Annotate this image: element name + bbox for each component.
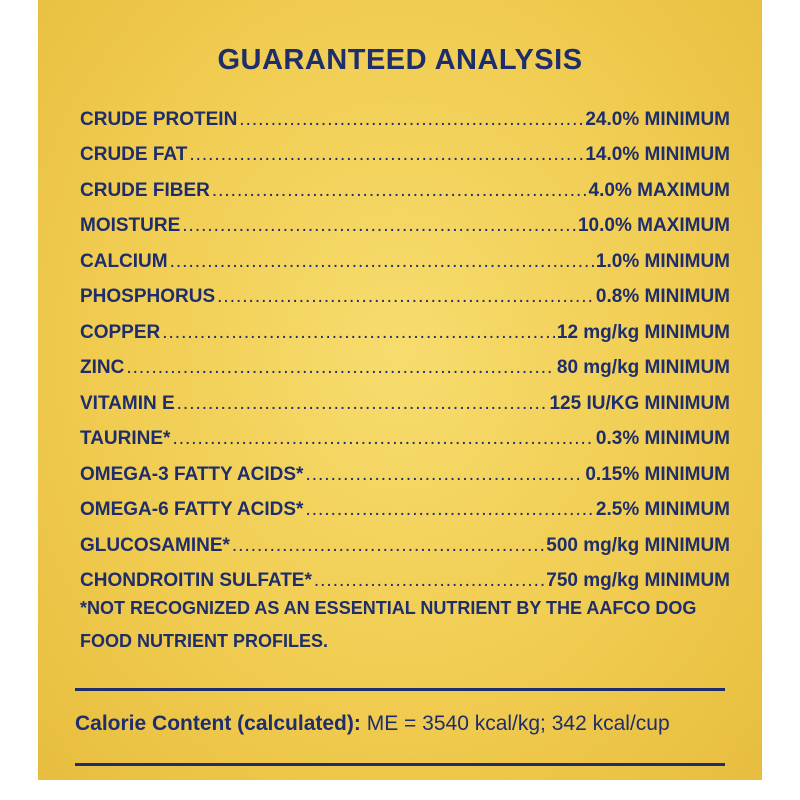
leader-dots [126, 357, 555, 379]
nutrient-name: TAURINE* [80, 428, 171, 450]
divider [75, 688, 725, 691]
leader-dots [177, 393, 548, 415]
nutrient-value: 0.8% MINIMUM [595, 286, 730, 308]
analysis-row: OMEGA-6 FATTY ACIDS* 2.5% MINIMUM [80, 493, 730, 529]
analysis-row: VITAMIN E 125 IU/KG MINIMUM [80, 386, 730, 422]
nutrient-name: OMEGA-3 FATTY ACIDS* [80, 463, 304, 485]
leader-dots [232, 535, 544, 557]
nutrient-name: CALCIUM [80, 250, 168, 272]
leader-dots [172, 428, 593, 450]
analysis-row: COPPER 12 mg/kg MINIMUM [80, 315, 730, 351]
nutrient-value: 1.0% MINIMUM [595, 250, 730, 272]
nutrient-name: CRUDE FIBER [80, 179, 210, 201]
label-panel: GUARANTEED ANALYSIS CRUDE PROTEIN 24.0% M… [38, 0, 762, 780]
nutrient-name: CHONDROITIN SULFATE* [80, 570, 312, 592]
leader-dots [170, 251, 594, 273]
analysis-row: PHOSPHORUS 0.8% MINIMUM [80, 280, 730, 316]
title: GUARANTEED ANALYSIS [217, 44, 583, 76]
footnote: FOOD NUTRIENT PROFILES. [80, 631, 329, 651]
analysis-row: CRUDE PROTEIN 24.0% MINIMUM [80, 102, 730, 138]
nutrient-name: CRUDE FAT [80, 144, 188, 166]
footnote: *NOT RECOGNIZED AS AN ESSENTIAL NUTRIENT… [80, 598, 697, 618]
nutrient-name: VITAMIN E [80, 392, 175, 414]
analysis-row: CHONDROITIN SULFATE* 750 mg/kg MINIMUM [80, 564, 730, 600]
leader-dots [212, 180, 587, 202]
leader-dots [162, 322, 555, 344]
nutrient-name: CRUDE PROTEIN [80, 108, 238, 130]
leader-dots [189, 144, 583, 166]
leader-dots [239, 109, 583, 131]
nutrient-name: OMEGA-6 FATTY ACIDS* [80, 499, 304, 521]
nutrient-name: GLUCOSAMINE* [80, 534, 230, 556]
divider [75, 763, 725, 766]
analysis-table: CRUDE PROTEIN 24.0% MINIMUM CRUDE FAT 14.0%… [80, 102, 730, 599]
leader-dots [305, 464, 583, 486]
calorie-value: ME = 3540 kcal/kg; 342 kcal/cup [366, 712, 670, 735]
nutrient-value: 2.5% MINIMUM [595, 499, 730, 521]
analysis-row: CRUDE FAT 14.0% MINIMUM [80, 138, 730, 174]
leader-dots [182, 215, 576, 237]
analysis-row: GLUCOSAMINE* 500 mg/kg MINIMUM [80, 528, 730, 564]
leader-dots [217, 286, 594, 308]
nutrient-value: 80 mg/kg MINIMUM [556, 357, 730, 379]
nutrient-value: 0.15% MINIMUM [585, 463, 730, 485]
nutrient-name: PHOSPHORUS [80, 286, 216, 308]
nutrient-value: 4.0% MAXIMUM [588, 179, 730, 201]
analysis-row: CALCIUM 1.0% MINIMUM [80, 244, 730, 280]
nutrient-name: MOISTURE [80, 215, 181, 237]
analysis-row: CRUDE FIBER 4.0% MAXIMUM [80, 173, 730, 209]
leader-dots [314, 570, 544, 592]
leader-dots [305, 499, 593, 521]
nutrient-value: 500 mg/kg MINIMUM [546, 534, 730, 556]
nutrient-name: COPPER [80, 321, 161, 343]
nutrient-value: 24.0% MINIMUM [585, 108, 730, 130]
calorie-content: Calorie Content (calculated): ME = 3540 … [75, 712, 670, 736]
analysis-row: OMEGA-3 FATTY ACIDS* 0.15% MINIMUM [80, 457, 730, 493]
nutrient-value: 0.3% MINIMUM [595, 428, 730, 450]
nutrient-value: 10.0% MAXIMUM [577, 215, 730, 237]
analysis-row: TAURINE* 0.3% MINIMUM [80, 422, 730, 458]
nutrient-value: 12 mg/kg MINIMUM [556, 321, 730, 343]
nutrient-value: 14.0% MINIMUM [585, 144, 730, 166]
nutrient-value: 125 IU/KG MINIMUM [549, 392, 730, 414]
calorie-label: Calorie Content (calculated): [75, 712, 361, 735]
nutrient-name: ZINC [80, 357, 125, 379]
analysis-row: MOISTURE 10.0% MAXIMUM [80, 209, 730, 245]
nutrient-value: 750 mg/kg MINIMUM [546, 570, 730, 592]
analysis-row: ZINC 80 mg/kg MINIMUM [80, 351, 730, 387]
